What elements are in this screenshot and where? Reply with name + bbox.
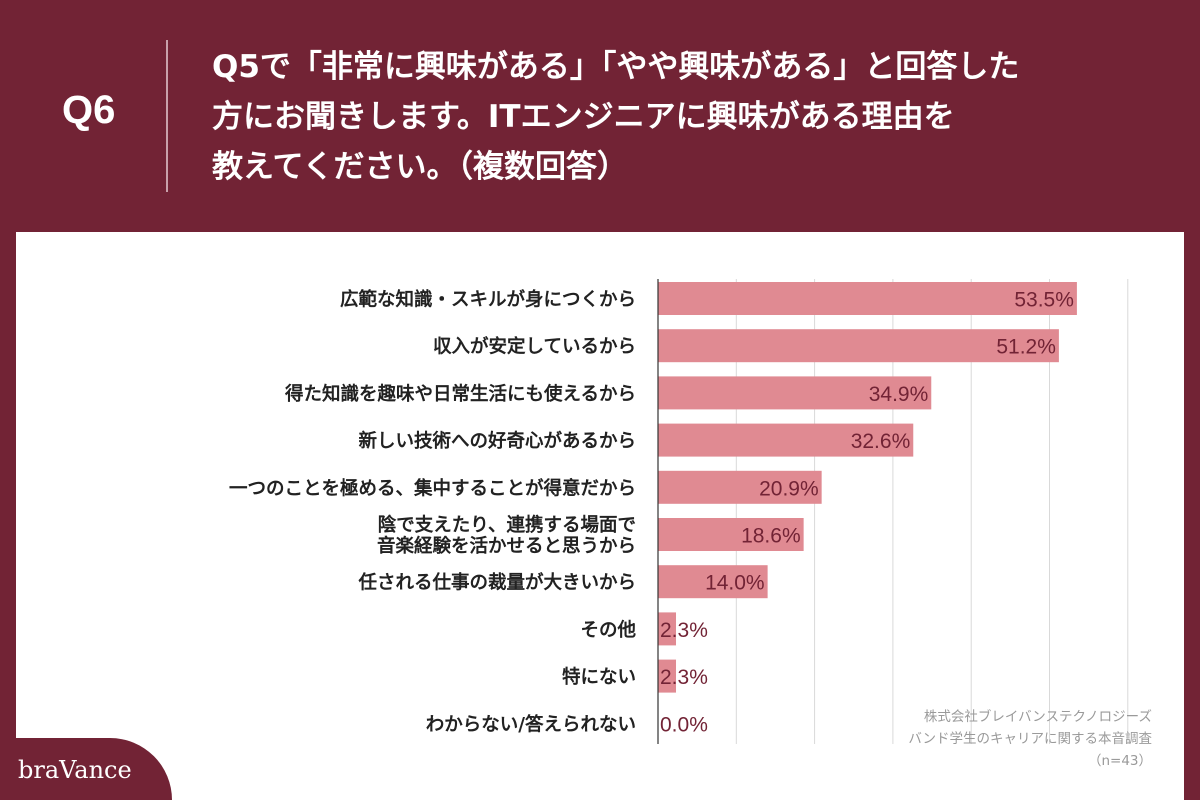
chart-panel: 53.5% 広範な知識・スキルが身につくから 51.2% 収入が安定しているから 34.… [16,232,1184,800]
source-line-1: 株式会社ブレイバンステクノロジーズ [923,709,1152,725]
value-label: 34.9% [869,383,929,406]
value-label: 2.3% [660,619,708,642]
value-label: 18.6% [741,525,801,548]
category-label: 一つのことを極める、集中することが得意だから [229,477,636,499]
bar [658,565,768,599]
question-number: Q6 [62,88,116,132]
bar [658,282,1077,315]
category-label: 任される仕事の裁量が大きいから [357,572,636,594]
value-label: 2.3% [660,666,708,689]
value-label: 53.5% [1014,289,1074,312]
category-label: 収入が安定しているから [433,336,636,358]
value-label: 51.2% [996,336,1056,359]
category-label: 陰で支えたり、連携する場面で [378,514,636,536]
question-line-1: Q5で「非常に興味がある」「やや興味がある」と回答した [212,49,1020,85]
value-label: 20.9% [759,477,819,500]
question-line-2: 方にお聞きします。ITエンジニアに興味がある理由を [212,99,955,135]
bar-chart: 53.5% 広範な知識・スキルが身につくから 51.2% 収入が安定しているから 34.… [229,279,1129,744]
question-header: Q6 Q5で「非常に興味がある」「やや興味がある」と回答した 方にお聞きします。… [0,0,1200,230]
category-label: わからない/答えられない [426,713,636,735]
value-label: 0.0% [660,713,708,736]
source-line-3: （n=43） [1087,753,1152,769]
category-label: 広範な知識・スキルが身につくから [340,289,636,311]
value-label: 32.6% [851,430,911,453]
category-label: 音楽経験を活かせると思うから [377,535,636,557]
bravance-logo: braVance [18,756,132,784]
bar [658,423,914,457]
bar [658,376,932,410]
category-label: 新しい技術への好奇心があるから [358,430,636,452]
category-label: 得た知識を趣味や日常生活にも使えるから [284,383,636,405]
source-line-2: バンド学生のキャリアに関する本音調査 [908,731,1152,747]
bar [658,470,822,504]
header-divider [166,40,168,192]
source-note: 株式会社ブレイバンステクノロジーズ バンド学生のキャリアに関する本音調査 （n=… [908,706,1152,772]
bar [658,659,677,693]
logo-tab [0,738,172,800]
category-label: 特にない [562,666,636,688]
bar [658,518,804,551]
bar [658,612,677,646]
category-label: その他 [580,619,636,641]
bar [658,329,1059,363]
question-line-3: 教えてください。（複数回答） [212,149,629,185]
question-text: Q5で「非常に興味がある」「やや興味がある」と回答した 方にお聞きします。ITエ… [212,42,1172,192]
value-label: 14.0% [705,572,765,595]
